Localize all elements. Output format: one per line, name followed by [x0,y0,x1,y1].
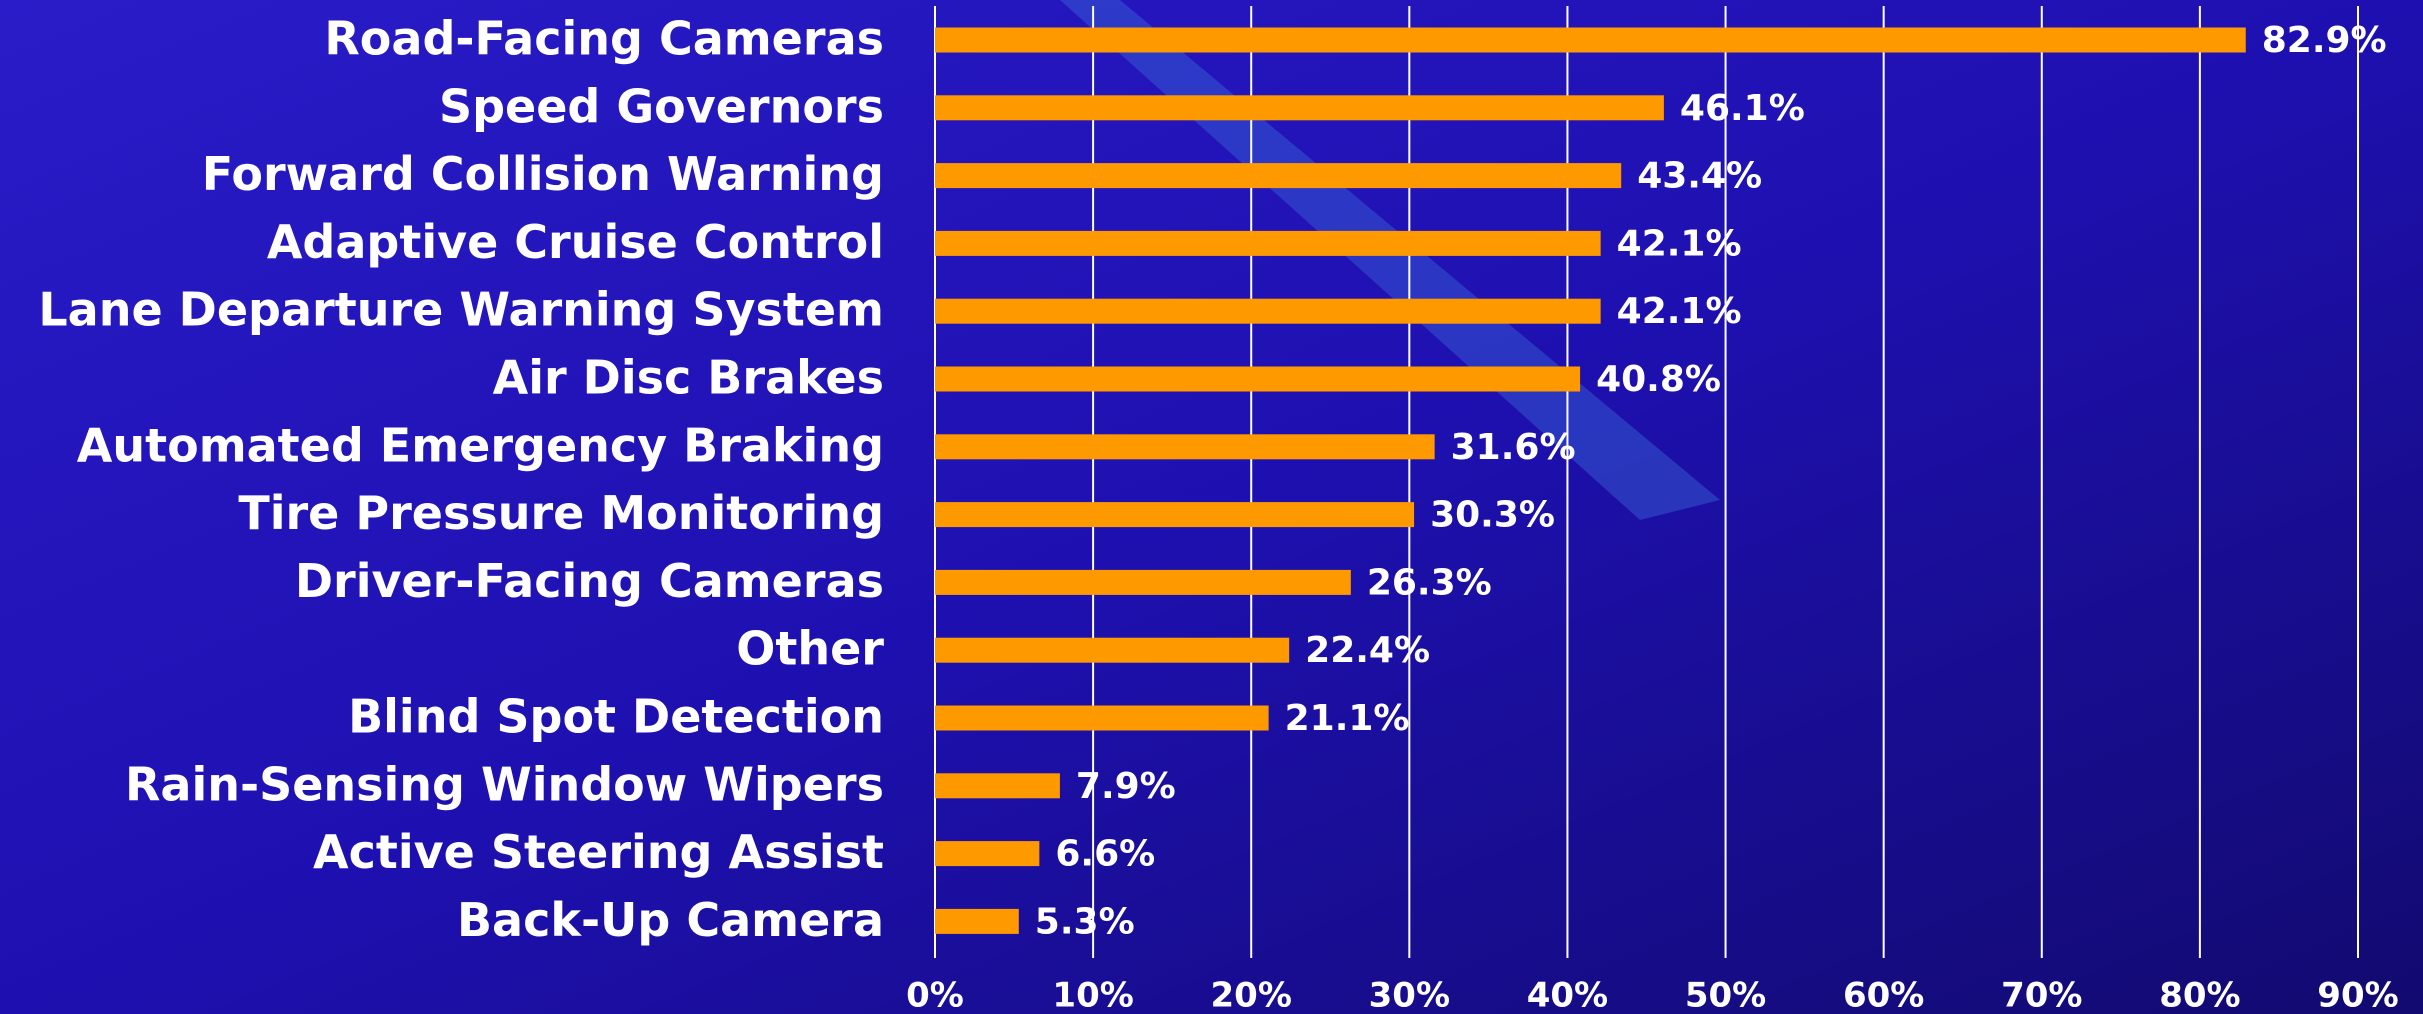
bar [935,638,1289,663]
bar [935,28,2246,53]
category-label: Speed Governors [439,79,884,133]
category-label: Forward Collision Warning [202,147,884,201]
bar [935,299,1601,324]
value-label: 42.1% [1617,291,1742,332]
category-label: Air Disc Brakes [493,351,884,405]
page: 0% 10% 20% 30% 40% 50% 60% 70% 80% 90% Road-Facing… [0,0,2423,1014]
x-tick-label: 50% [1685,976,1766,1014]
value-label: 42.1% [1617,223,1742,264]
value-label: 21.1% [1285,698,1410,739]
category-label: Blind Spot Detection [348,690,884,744]
bar [935,841,1039,866]
x-tick-label: 80% [2159,976,2240,1014]
category-label: Other [736,622,884,676]
value-label: 22.4% [1305,630,1430,671]
bar [935,434,1435,459]
bar [935,909,1019,934]
category-label: Lane Departure Warning System [38,283,884,337]
value-label: 7.9% [1076,766,1176,807]
value-label: 46.1% [1680,88,1805,129]
category-label: Rain-Sensing Window Wipers [125,757,884,811]
bar [935,163,1621,188]
category-label: Active Steering Assist [313,825,884,879]
bar [935,570,1351,595]
value-label: 30.3% [1430,495,1555,536]
value-label: 6.6% [1055,834,1155,875]
x-tick-label: 30% [1369,976,1450,1014]
category-label: Adaptive Cruise Control [267,215,884,269]
x-tick-label: 70% [2001,976,2082,1014]
bar [935,773,1060,798]
bar [935,706,1269,731]
value-label: 43.4% [1637,156,1762,197]
x-tick-label: 90% [2317,976,2398,1014]
chart: 0% 10% 20% 30% 40% 50% 60% 70% 80% 90% Road-Facing… [0,0,2423,1014]
category-label: Automated Emergency Braking [77,418,884,472]
bar [935,95,1664,120]
value-label: 82.9% [2262,20,2387,61]
category-label: Tire Pressure Monitoring [238,486,884,540]
x-tick-label: 20% [1211,976,1292,1014]
bar [935,231,1601,256]
category-label: Driver-Facing Cameras [295,554,884,608]
x-tick-label: 10% [1052,976,1133,1014]
bar [935,502,1414,527]
x-tick-label: 60% [1843,976,1924,1014]
value-label: 26.3% [1367,562,1492,603]
value-label: 31.6% [1451,427,1576,468]
bar [935,367,1580,392]
category-label: Back-Up Camera [457,893,884,947]
x-tick-label: 40% [1527,976,1608,1014]
value-label: 40.8% [1596,359,1721,400]
value-label: 5.3% [1035,901,1135,942]
category-label: Road-Facing Cameras [324,12,884,66]
x-tick-label: 0% [906,976,964,1014]
